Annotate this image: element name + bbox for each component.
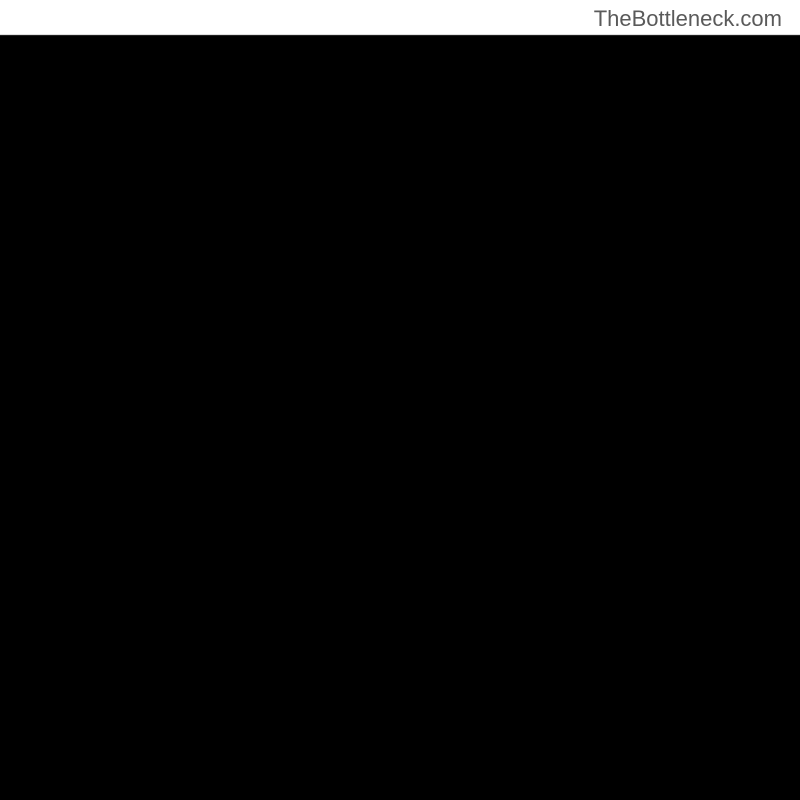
heatmap-canvas [0, 0, 800, 800]
chart-container: TheBottleneck.com [0, 0, 800, 800]
watermark-text: TheBottleneck.com [594, 6, 782, 32]
